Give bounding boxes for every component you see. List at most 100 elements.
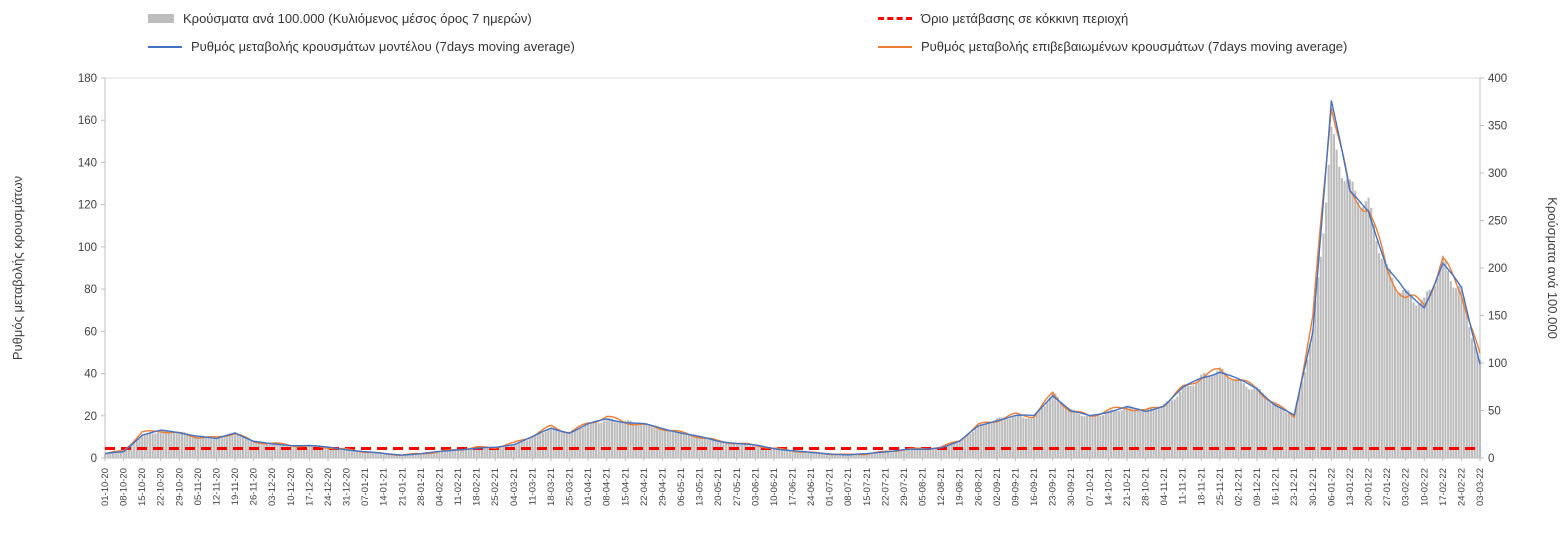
bar [1043, 406, 1046, 458]
x-axis-tick-label: 30-12-21 [1308, 468, 1319, 506]
bar [1096, 415, 1099, 458]
bar [369, 452, 372, 458]
bar [332, 447, 335, 458]
bar [1388, 268, 1391, 458]
bar [682, 432, 685, 458]
bar [194, 435, 197, 458]
bar [544, 431, 547, 458]
bar [549, 427, 552, 458]
bar [685, 432, 688, 458]
bar [1460, 285, 1463, 458]
bar [1412, 302, 1415, 458]
bar [1303, 372, 1306, 458]
x-axis-tick-label: 20-01-22 [1364, 468, 1375, 506]
x-axis-tick-label: 03-12-20 [267, 468, 278, 506]
x-axis-tick-label: 24-02-22 [1456, 468, 1467, 506]
bar [515, 443, 518, 458]
x-axis-tick-label: 24-06-21 [806, 468, 817, 506]
bar [690, 435, 693, 458]
bar [1394, 287, 1397, 458]
bar [1367, 197, 1370, 458]
x-axis-tick-label: 29-10-20 [174, 468, 185, 506]
bar [1478, 359, 1482, 458]
bar [783, 449, 786, 458]
bar [629, 420, 632, 458]
bar [425, 453, 428, 458]
bar [308, 445, 311, 458]
bar [849, 454, 852, 458]
bar [653, 427, 656, 458]
bar [1040, 408, 1044, 458]
bar [326, 447, 330, 458]
bar [499, 446, 502, 458]
x-axis-tick-label: 11-03-21 [527, 468, 538, 505]
bar [855, 454, 858, 458]
bar [541, 432, 545, 458]
x-axis-tick-label: 01-07-21 [825, 468, 836, 506]
bar [557, 429, 560, 458]
right-axis-tick-label: 300 [1488, 168, 1507, 180]
bar [1311, 329, 1314, 458]
x-axis-tick-label: 03-03-22 [1475, 468, 1486, 506]
bar [817, 453, 821, 458]
bar [1317, 277, 1320, 458]
bar [887, 450, 890, 458]
bar [1125, 405, 1129, 458]
bar [894, 450, 898, 458]
bar [1178, 391, 1182, 458]
bar [1449, 281, 1452, 458]
bar [183, 432, 186, 458]
x-axis-tick-label: 18-02-21 [472, 468, 483, 506]
bar [1088, 415, 1091, 458]
bar [1099, 416, 1102, 458]
bar [1157, 408, 1160, 458]
bar [268, 444, 271, 458]
x-axis-tick-label: 26-08-21 [973, 468, 984, 506]
bar [940, 447, 943, 458]
bar [361, 451, 364, 458]
left-axis-tick-label: 100 [78, 242, 97, 254]
bar [1048, 397, 1052, 458]
x-axis-tick-label: 04-11-21 [1159, 468, 1170, 505]
bar [1112, 410, 1115, 458]
bar [998, 417, 1001, 458]
x-axis-tick-label: 03-02-22 [1401, 468, 1412, 506]
bar [1266, 400, 1269, 458]
bar [467, 449, 470, 458]
bar [748, 445, 752, 458]
bar [730, 443, 733, 458]
bar [239, 434, 242, 458]
bar [411, 454, 414, 458]
left-axis-tick-label: 160 [78, 115, 97, 127]
bar [1216, 370, 1219, 458]
bar [836, 454, 839, 458]
x-axis-tick-label: 11-11-21 [1178, 468, 1189, 505]
threshold-series-swatch [878, 17, 912, 20]
bar [417, 454, 420, 458]
bar [1319, 256, 1322, 458]
x-axis-tick-label: 23-09-21 [1048, 468, 1059, 506]
bar [1086, 415, 1089, 458]
bar [804, 452, 807, 458]
bar [279, 444, 282, 458]
bar [666, 429, 669, 458]
bar [963, 436, 967, 458]
x-axis-tick-label: 18-11-21 [1196, 468, 1207, 505]
bar [770, 448, 773, 458]
bar [767, 447, 770, 458]
bar [1025, 418, 1028, 458]
bar [948, 445, 951, 458]
x-axis-tick-label: 25-02-21 [490, 468, 501, 506]
x-axis-tick-label: 28-10-21 [1141, 468, 1152, 506]
bar [871, 453, 874, 458]
bar [244, 437, 247, 458]
bar [1417, 303, 1421, 458]
bar [910, 449, 914, 458]
bar [1133, 409, 1136, 458]
bar [356, 450, 359, 458]
bar [916, 449, 919, 458]
bar [303, 446, 306, 458]
bar [127, 446, 130, 458]
bar [735, 442, 738, 458]
